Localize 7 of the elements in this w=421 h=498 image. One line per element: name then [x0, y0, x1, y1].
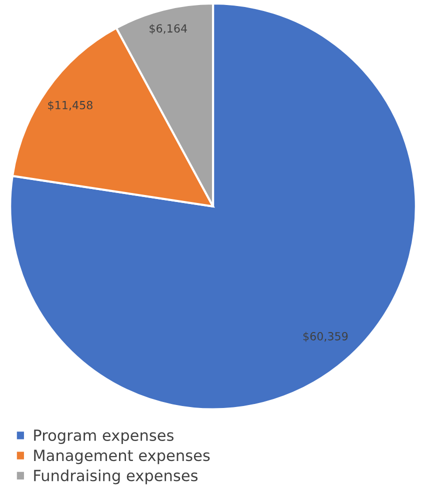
- legend-label: Management expenses: [34, 450, 210, 464]
- legend-label: Fundraising expenses: [34, 469, 198, 484]
- data-label: $60,359: [303, 332, 348, 342]
- pie-slice: [9, 2, 417, 410]
- data-label: $6,164: [150, 24, 187, 34]
- data-label: $11,458: [48, 100, 92, 111]
- legend-label: Program expenses: [34, 430, 174, 444]
